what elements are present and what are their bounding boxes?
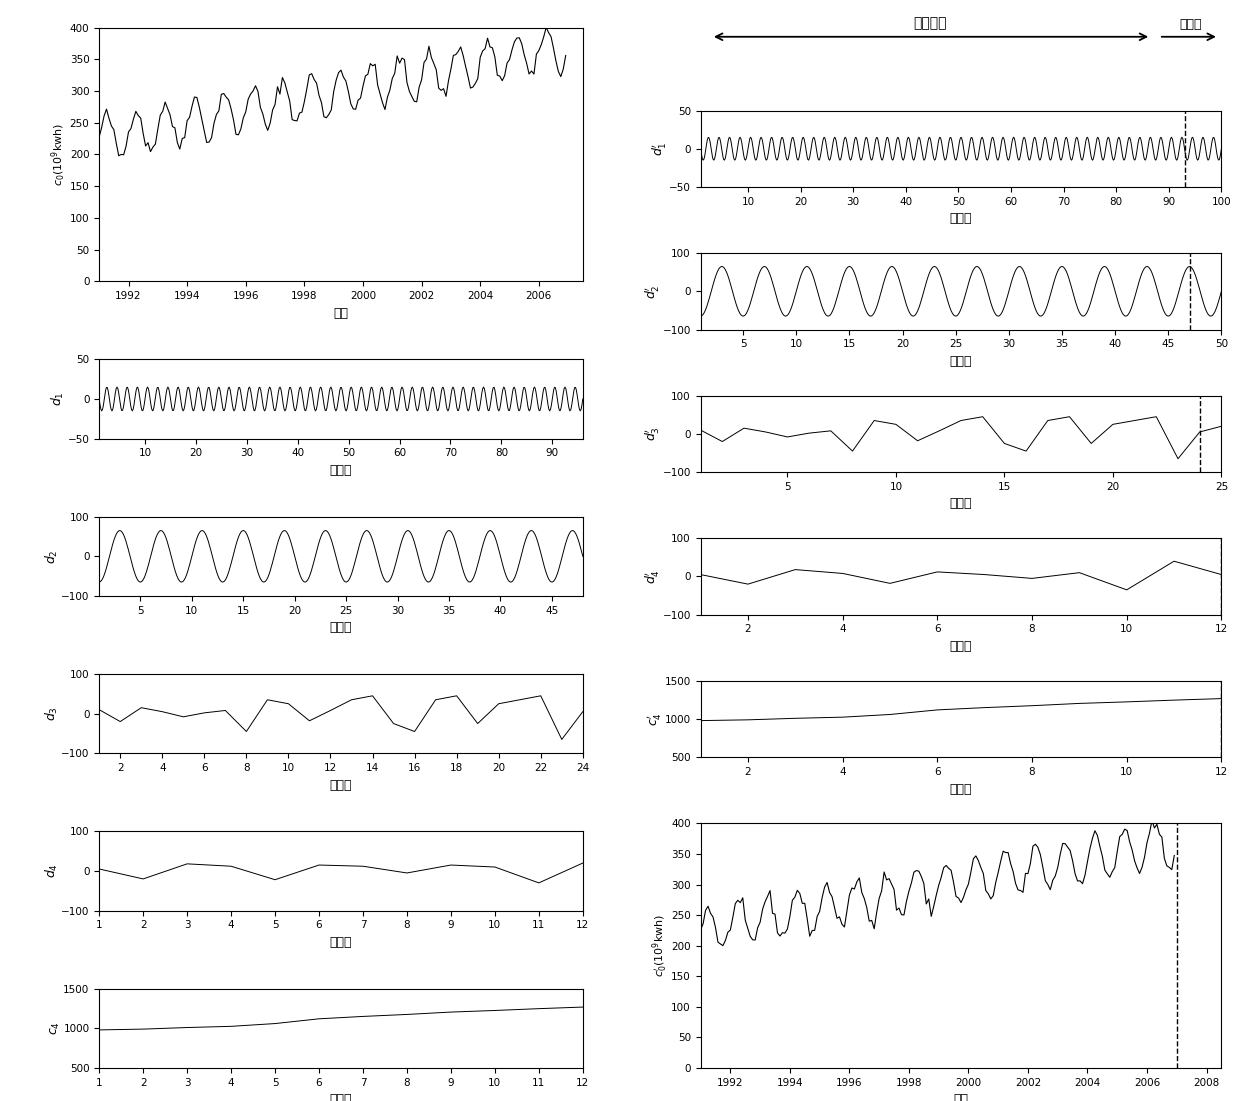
Y-axis label: $d_3$: $d_3$ <box>43 706 60 721</box>
Y-axis label: $d_2$: $d_2$ <box>43 549 60 564</box>
X-axis label: 采样点: 采样点 <box>950 355 972 368</box>
Y-axis label: $d_4'$: $d_4'$ <box>644 569 661 584</box>
X-axis label: 采样点: 采样点 <box>330 1093 352 1101</box>
Y-axis label: $d_1$: $d_1$ <box>50 392 66 406</box>
Y-axis label: $d_4$: $d_4$ <box>43 863 60 879</box>
Y-axis label: $d_3'$: $d_3'$ <box>644 426 661 442</box>
Y-axis label: $c_0'(10^9\mathrm{kwh})$: $c_0'(10^9\mathrm{kwh})$ <box>650 914 670 978</box>
X-axis label: 采样点: 采样点 <box>330 778 352 792</box>
X-axis label: 采样点: 采样点 <box>950 783 972 796</box>
X-axis label: 采样点: 采样点 <box>950 640 972 653</box>
Y-axis label: $c_0(10^9\mathrm{kwh})$: $c_0(10^9\mathrm{kwh})$ <box>50 123 68 186</box>
Text: 历史数据: 历史数据 <box>913 17 946 31</box>
Y-axis label: $c_4$: $c_4$ <box>48 1022 62 1035</box>
Text: 预测段: 预测段 <box>1179 18 1202 31</box>
X-axis label: 采样点: 采样点 <box>950 498 972 511</box>
X-axis label: 采样点: 采样点 <box>330 464 352 477</box>
Y-axis label: $d_2'$: $d_2'$ <box>644 284 661 298</box>
X-axis label: 采样点: 采样点 <box>950 212 972 226</box>
Y-axis label: $d_1'$: $d_1'$ <box>650 141 667 156</box>
X-axis label: 采样点: 采样点 <box>330 936 352 949</box>
X-axis label: 采样点: 采样点 <box>330 621 352 634</box>
Y-axis label: $c_4'$: $c_4'$ <box>645 712 663 726</box>
X-axis label: 年份: 年份 <box>954 1093 968 1101</box>
X-axis label: 年份: 年份 <box>334 306 348 319</box>
